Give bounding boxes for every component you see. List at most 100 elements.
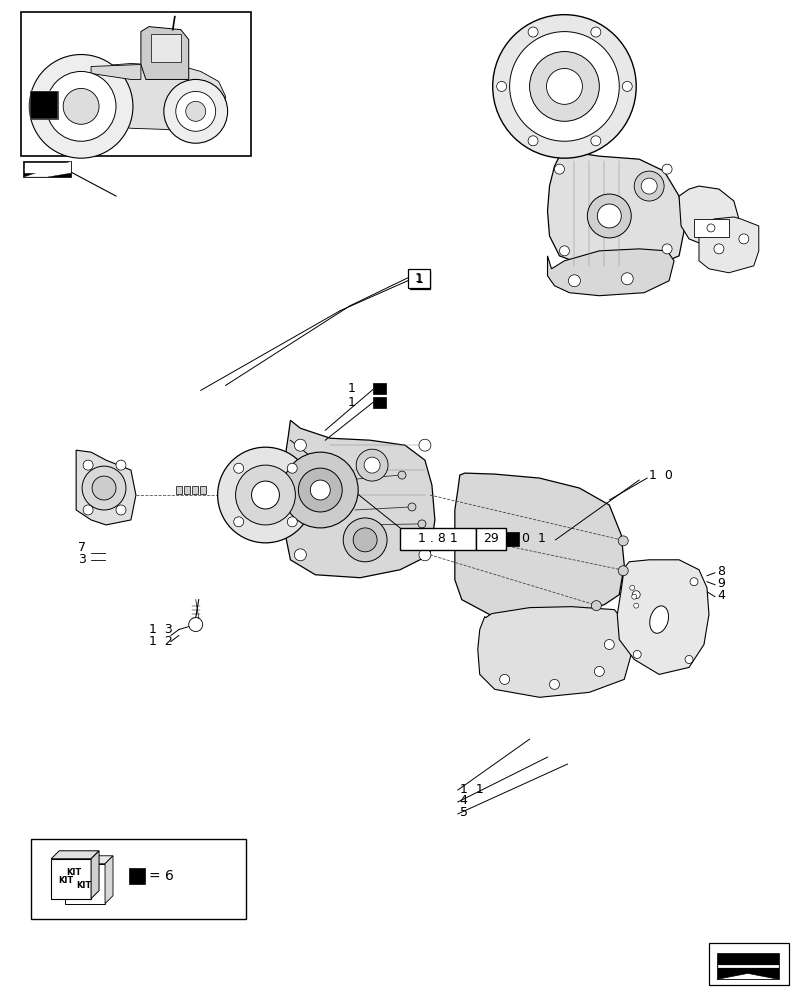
Circle shape [353,528,376,552]
Bar [505,532,518,546]
Circle shape [568,275,580,287]
Polygon shape [51,859,91,899]
Circle shape [621,81,632,91]
Text: KIT: KIT [67,868,82,877]
Polygon shape [61,63,225,131]
Circle shape [186,101,205,121]
Circle shape [527,27,538,37]
Circle shape [499,674,509,684]
Bar [372,397,385,408]
Circle shape [590,27,600,37]
Bar [410,271,429,289]
Circle shape [397,471,406,479]
Circle shape [684,655,692,663]
Circle shape [298,468,341,512]
Polygon shape [678,186,738,246]
Circle shape [46,71,116,141]
Circle shape [529,52,599,121]
Circle shape [82,466,126,510]
Circle shape [629,585,634,590]
Polygon shape [285,420,435,578]
Circle shape [633,171,663,201]
Circle shape [632,591,639,599]
Circle shape [590,601,601,611]
Polygon shape [454,473,624,620]
Text: 7: 7 [78,541,86,554]
Bar [129,868,144,884]
Bar [708,943,787,985]
Text: 5: 5 [459,806,467,819]
Circle shape [590,136,600,146]
Text: = 6: = 6 [148,869,174,883]
Bar [151,34,181,62]
Circle shape [356,449,388,481]
Text: 1 . 8 1: 1 . 8 1 [418,532,457,545]
Text: 1  2: 1 2 [148,635,173,648]
Bar [716,953,778,979]
Circle shape [603,640,614,649]
Bar [30,91,58,119]
Circle shape [559,246,569,256]
Text: 1: 1 [414,272,423,285]
Text: 1: 1 [347,382,354,395]
Polygon shape [65,864,105,904]
Circle shape [586,194,630,238]
Circle shape [116,505,126,515]
Circle shape [641,178,656,194]
Circle shape [63,88,99,124]
Polygon shape [616,560,708,674]
Text: 1: 1 [347,396,354,409]
Circle shape [188,618,203,632]
Circle shape [418,549,431,561]
Circle shape [492,15,636,158]
Bar [191,486,197,494]
Circle shape [282,452,358,528]
Circle shape [554,164,564,174]
Bar [400,528,475,550]
Circle shape [597,204,620,228]
Circle shape [496,81,506,91]
Circle shape [235,465,295,525]
Circle shape [294,439,306,451]
Bar [21,12,251,156]
Text: 1  0: 1 0 [648,469,672,482]
Circle shape [234,517,243,527]
Circle shape [29,55,133,158]
Bar [475,528,505,550]
Text: 4: 4 [459,794,467,807]
Bar [693,219,728,237]
Circle shape [418,520,426,528]
Bar [30,91,58,119]
Circle shape [287,463,297,473]
Bar [24,161,71,177]
Polygon shape [51,851,99,859]
Circle shape [620,273,633,285]
Circle shape [175,91,216,131]
Circle shape [164,79,227,143]
Bar [25,163,67,173]
Text: KIT: KIT [76,881,92,890]
Circle shape [363,457,380,473]
Polygon shape [24,161,71,177]
Polygon shape [105,856,113,904]
Circle shape [116,460,126,470]
Polygon shape [547,153,683,271]
Polygon shape [91,64,141,79]
Polygon shape [65,856,113,864]
Circle shape [407,503,415,511]
Circle shape [418,439,431,451]
Bar [183,486,190,494]
Circle shape [343,518,387,562]
Text: 8: 8 [716,565,724,578]
Polygon shape [698,217,757,273]
Circle shape [706,224,714,232]
Text: KIT: KIT [58,876,74,885]
Circle shape [661,244,672,254]
Polygon shape [716,973,778,979]
Text: 1  1: 1 1 [459,783,483,796]
Bar [407,269,429,288]
Ellipse shape [649,606,667,633]
Polygon shape [91,851,99,899]
Circle shape [617,566,628,576]
Text: 3: 3 [78,553,86,566]
